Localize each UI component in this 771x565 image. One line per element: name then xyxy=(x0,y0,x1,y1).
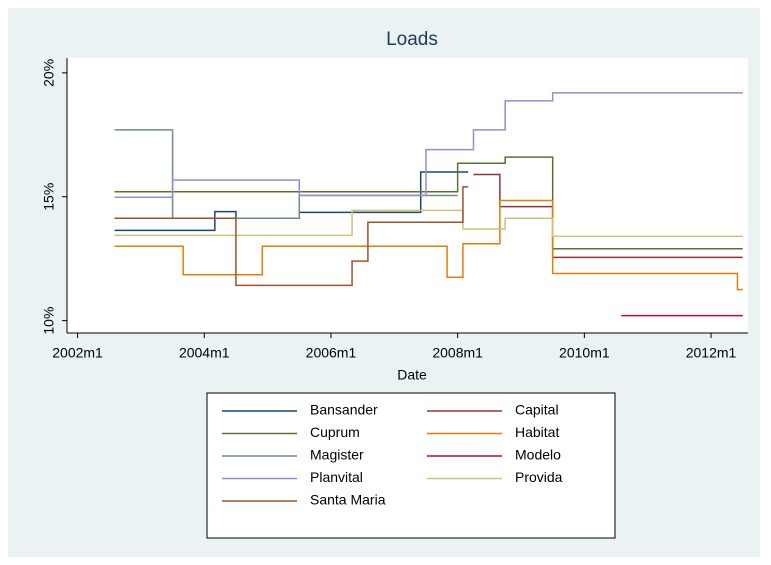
legend-label: Santa Maria xyxy=(310,492,386,508)
legend-label: Modelo xyxy=(515,447,561,463)
legend-label: Habitat xyxy=(515,424,559,440)
x-tick-label: 2006m1 xyxy=(306,345,357,361)
series-line xyxy=(114,186,469,287)
series-line xyxy=(114,92,743,198)
legend-label: Bansander xyxy=(310,402,378,418)
y-tick-label: 20% xyxy=(41,59,57,87)
x-tick-label: 2004m1 xyxy=(179,345,230,361)
x-tick-label: 2012m1 xyxy=(686,345,737,361)
x-tick-label: 2010m1 xyxy=(559,345,610,361)
series-line xyxy=(114,199,743,291)
chart-title: Loads xyxy=(386,29,438,50)
legend-label: Provida xyxy=(515,469,563,485)
x-axis-label: Date xyxy=(397,367,427,383)
y-tick-label: 10% xyxy=(41,307,57,335)
x-tick-label: 2002m1 xyxy=(52,345,103,361)
legend-label: Planvital xyxy=(310,469,363,485)
legend xyxy=(206,392,616,539)
y-tick-label: 15% xyxy=(41,183,57,211)
series-line xyxy=(473,173,743,259)
legend-label: Cuprum xyxy=(310,424,360,440)
x-tick-label: 2008m1 xyxy=(432,345,483,361)
legend-label: Capital xyxy=(515,402,559,418)
legend-label: Magister xyxy=(310,447,364,463)
series-line xyxy=(114,209,743,238)
